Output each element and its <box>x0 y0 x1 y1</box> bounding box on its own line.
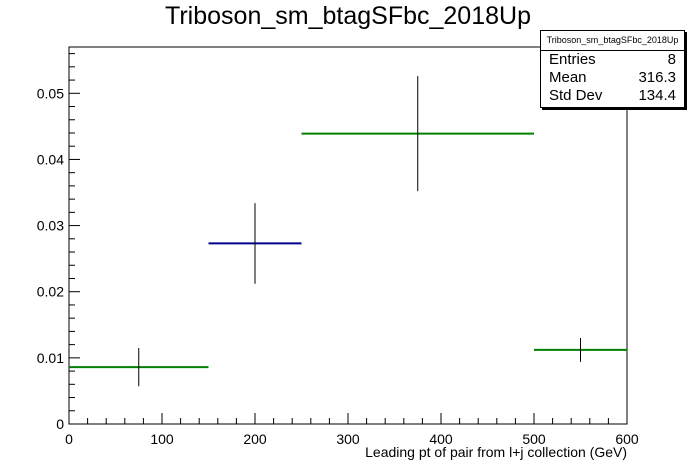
x-tick-label: 300 <box>336 431 360 447</box>
stats-value: 8 <box>667 51 676 68</box>
stats-row-entries: Entries 8 <box>541 51 684 69</box>
y-tick-label: 0.01 <box>37 350 64 366</box>
stats-label: Std Dev <box>549 87 603 104</box>
x-tick-label: 600 <box>615 431 639 447</box>
x-axis-title: Leading pt of pair from l+j collection (… <box>365 444 627 460</box>
stats-box: Triboson_sm_btagSFbc_2018Up Entries 8 Me… <box>540 30 685 108</box>
x-tick-label: 400 <box>429 431 453 447</box>
stats-label: Entries <box>549 51 596 68</box>
x-tick-label: 0 <box>65 431 73 447</box>
y-tick-label: 0.04 <box>37 151 64 167</box>
y-tick-label: 0.05 <box>37 85 64 101</box>
axis-ticks <box>68 53 628 425</box>
y-tick-label: 0.02 <box>37 284 64 300</box>
stats-row-mean: Mean 316.3 <box>541 69 684 87</box>
y-tick-label: 0.03 <box>37 218 64 234</box>
stats-row-stddev: Std Dev 134.4 <box>541 87 684 105</box>
stats-value: 316.3 <box>638 69 676 86</box>
stats-label: Mean <box>549 69 587 86</box>
x-tick-label: 200 <box>243 431 267 447</box>
x-tick-label: 100 <box>150 431 174 447</box>
x-tick-label: 500 <box>522 431 546 447</box>
chart-title: Triboson_sm_btagSFbc_2018Up <box>165 2 531 30</box>
histogram-bins <box>69 76 627 387</box>
axis-labels: 0 100 200 300 400 500 600 0 0.01 0.02 0.03 0.04 0.05… <box>37 85 639 460</box>
stats-box-name: Triboson_sm_btagSFbc_2018Up <box>541 31 684 51</box>
y-tick-label: 0 <box>56 416 64 432</box>
stats-value: 134.4 <box>638 87 676 104</box>
